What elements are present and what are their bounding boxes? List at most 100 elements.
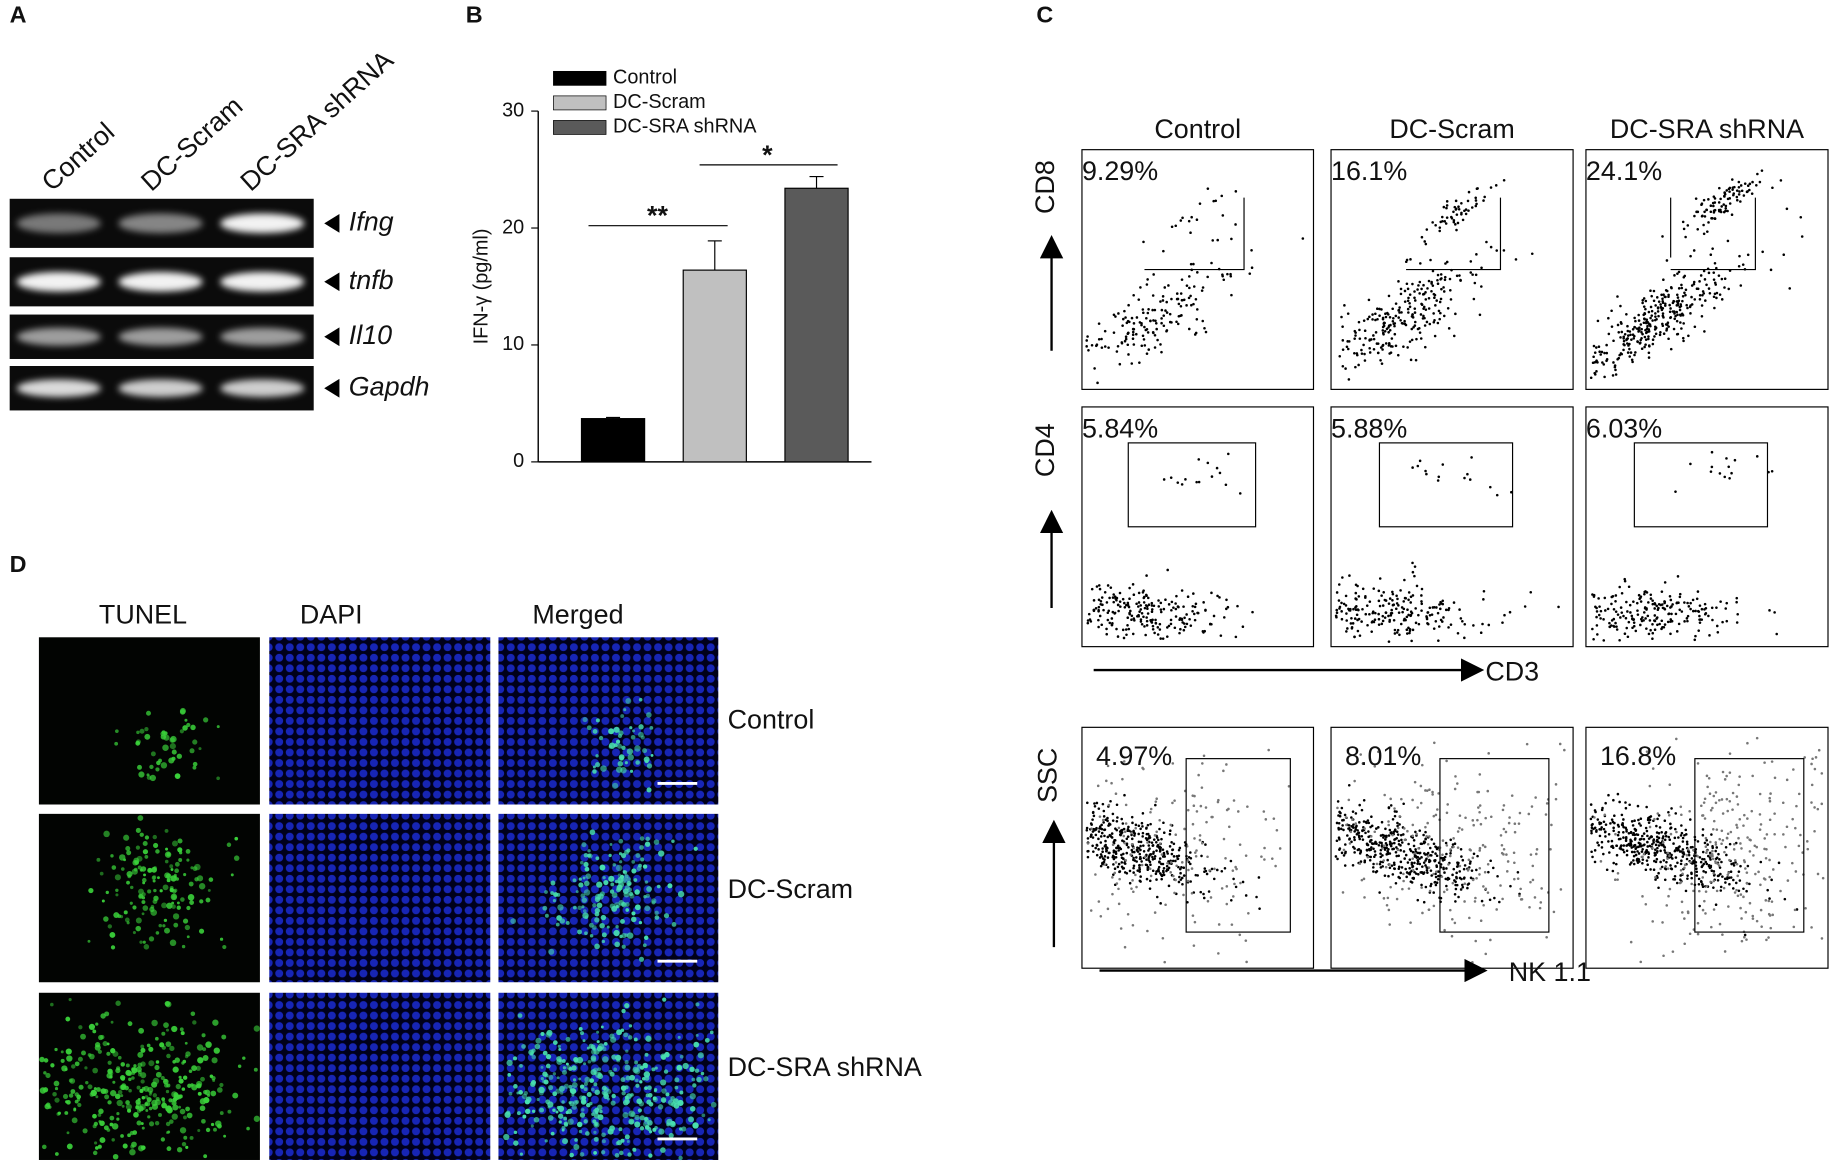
tunel-dot xyxy=(171,840,178,847)
flow-dot xyxy=(1699,274,1703,277)
flow-dot xyxy=(1616,295,1619,298)
flow-dot xyxy=(1679,868,1683,872)
flow-dot xyxy=(1678,313,1682,317)
tunel-dot xyxy=(607,1128,614,1135)
flow-dot xyxy=(1650,309,1654,313)
flow-dot xyxy=(1651,846,1654,850)
tunel-dot xyxy=(644,1086,648,1090)
flow-dot xyxy=(1085,828,1089,832)
flow-dot xyxy=(1418,292,1421,295)
flow-dot xyxy=(1491,866,1495,870)
tunel-dot xyxy=(85,1080,89,1085)
flow-dot xyxy=(1726,209,1729,213)
flow-dot xyxy=(1247,912,1250,915)
flow-dot xyxy=(1557,605,1560,609)
tunel-dot xyxy=(176,1147,183,1153)
flow-dot xyxy=(1260,855,1263,858)
flow-dot xyxy=(1481,843,1485,847)
tunel-dot xyxy=(584,866,590,872)
flow-dot xyxy=(1123,339,1127,343)
flow-dot xyxy=(1453,842,1457,845)
flow-dot xyxy=(1725,853,1728,857)
flow-dot xyxy=(1340,806,1344,810)
flow-dot xyxy=(1097,807,1101,810)
flow-dot xyxy=(1411,561,1414,565)
flow-dot xyxy=(1389,804,1393,807)
flow-dot xyxy=(1426,855,1430,858)
flow-dot xyxy=(1619,304,1622,308)
tunel-dot xyxy=(653,839,660,845)
flow-dot xyxy=(1156,633,1160,636)
flow-dot xyxy=(1733,185,1736,189)
flow-dot xyxy=(1554,797,1558,801)
flow-dot xyxy=(1371,318,1374,321)
flow-dot xyxy=(1701,850,1705,854)
flow-dot xyxy=(1375,869,1379,873)
gate xyxy=(1694,758,1805,933)
flow-dot xyxy=(1432,320,1436,324)
tunel-dot xyxy=(528,1049,534,1056)
flow-dot xyxy=(1140,611,1144,615)
flow-dot xyxy=(1758,792,1762,796)
tunel-dot xyxy=(629,769,634,773)
flow-dot xyxy=(1359,753,1362,756)
lane-label: DC-Scram xyxy=(135,91,248,197)
flow-dot xyxy=(1701,864,1704,867)
flow-dot xyxy=(1099,841,1103,844)
flow-dot xyxy=(1407,598,1410,602)
flow-dot xyxy=(1430,280,1433,284)
flow-dot xyxy=(1608,851,1611,854)
flow-dot xyxy=(1502,847,1506,851)
flow-dot xyxy=(1388,840,1392,844)
flow-dot xyxy=(1111,843,1115,847)
tunel-dot xyxy=(253,1025,260,1032)
tunel-dot xyxy=(196,1044,204,1051)
flow-dot xyxy=(1139,875,1142,878)
flow-dot xyxy=(1459,617,1463,620)
tunel-dot xyxy=(620,714,625,719)
tunel-dot xyxy=(141,1096,146,1100)
flow-dot xyxy=(1169,476,1173,479)
flow-dot xyxy=(1661,312,1665,315)
flow-dot xyxy=(1148,879,1152,883)
flow-dot xyxy=(1442,314,1446,318)
flow-dot xyxy=(1132,858,1135,862)
flow-dot xyxy=(1435,854,1439,858)
tunel-dot xyxy=(619,860,623,864)
flow-dot xyxy=(1352,823,1355,826)
flow-dot xyxy=(1714,791,1718,794)
flow-dot xyxy=(1591,627,1594,631)
flow-dot xyxy=(1361,762,1365,765)
tunel-dot xyxy=(627,754,634,761)
flow-dot xyxy=(1681,336,1685,340)
flow-dot xyxy=(1755,183,1758,187)
flow-dot xyxy=(1655,604,1659,608)
flow-dot xyxy=(1475,868,1478,872)
flow-dot xyxy=(1648,825,1652,829)
flow-dot xyxy=(1104,818,1108,822)
tunel-dot xyxy=(513,1140,519,1146)
flow-dot xyxy=(1593,860,1597,864)
flow-dot xyxy=(1406,346,1409,349)
flow-dot xyxy=(1615,628,1619,631)
flow-dot xyxy=(1678,881,1682,885)
tunel-dot xyxy=(681,1126,687,1132)
flow-dot xyxy=(1395,830,1399,834)
flow-dot xyxy=(1202,896,1206,900)
flow-dot xyxy=(1415,832,1418,836)
flow-dot xyxy=(1162,870,1165,874)
flow-dot xyxy=(1715,828,1719,831)
flow-dot xyxy=(1709,880,1712,884)
flow-dot xyxy=(1097,337,1101,341)
tunel-dot xyxy=(573,1143,580,1150)
tunel-dot xyxy=(658,1128,665,1135)
tunel-dot xyxy=(639,836,645,841)
flow-dot xyxy=(1717,201,1721,204)
tunel-dot xyxy=(596,902,603,909)
flow-dot xyxy=(1225,607,1228,611)
y-tick-label: 20 xyxy=(502,216,524,238)
flow-dot xyxy=(1102,809,1106,813)
flow-dot xyxy=(1615,853,1619,857)
tunel-dot xyxy=(630,1093,634,1097)
tunel-dot xyxy=(116,1066,121,1071)
